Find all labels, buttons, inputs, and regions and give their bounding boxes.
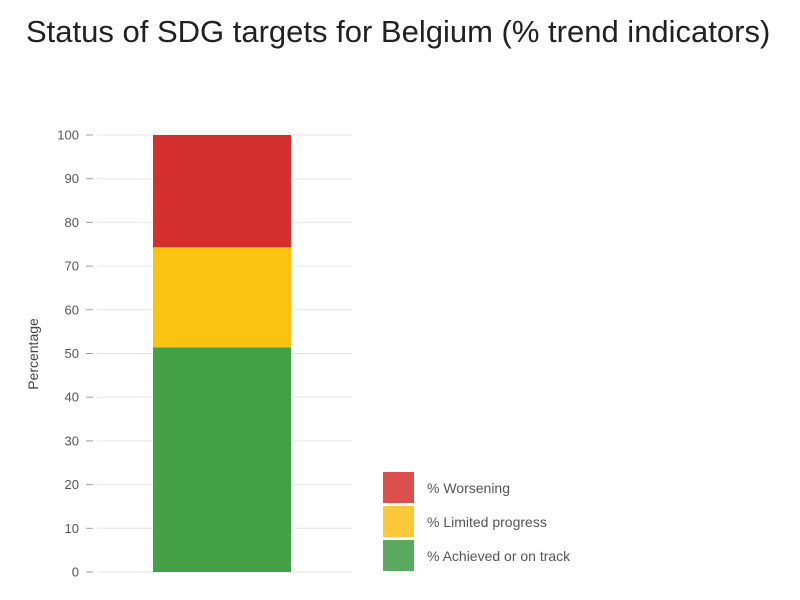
legend-swatch [383, 540, 414, 571]
y-tick-label: 60 [65, 302, 79, 317]
y-tick-label: 50 [65, 346, 79, 361]
legend-label: % Worsening [427, 480, 510, 496]
bar-segment [153, 135, 291, 248]
y-tick-label: 70 [65, 259, 79, 274]
bar-stack [153, 135, 291, 572]
y-tick-label: 80 [65, 215, 79, 230]
y-tick-label: 100 [57, 128, 79, 143]
y-tick-label: 40 [65, 390, 79, 405]
legend-swatch [383, 506, 414, 537]
y-tick-label: 90 [65, 171, 79, 186]
legend-label: % Limited progress [427, 514, 547, 530]
legend: % Worsening % Limited progress % Achieved … [383, 472, 571, 571]
y-axis-title: Percentage [25, 318, 41, 390]
y-axis: 0 10 20 30 40 50 60 70 80 90 100 [57, 128, 93, 580]
legend-label: % Achieved or on track [427, 548, 571, 564]
bar-segment [153, 347, 291, 572]
legend-swatch [383, 472, 414, 503]
bar-segment [153, 247, 291, 348]
y-tick-label: 20 [65, 477, 79, 492]
y-tick-label: 30 [65, 433, 79, 448]
chart-title: Status of SDG targets for Belgium (% tre… [26, 14, 771, 49]
y-tick-label: 10 [65, 521, 79, 536]
y-tick-label: 0 [72, 565, 79, 580]
